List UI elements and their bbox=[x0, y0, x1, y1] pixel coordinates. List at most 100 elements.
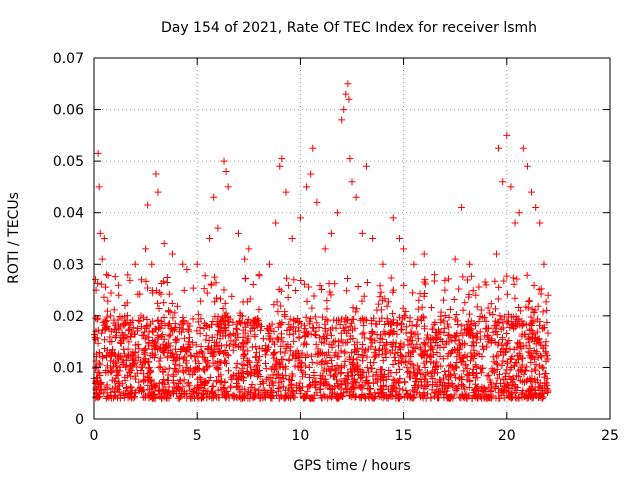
data-point bbox=[179, 366, 187, 374]
data-point bbox=[156, 392, 164, 400]
data-point bbox=[97, 280, 105, 288]
data-point bbox=[211, 391, 219, 399]
data-point bbox=[518, 363, 526, 371]
data-point bbox=[405, 373, 413, 381]
data-point bbox=[221, 391, 229, 399]
data-point bbox=[303, 297, 311, 305]
data-point bbox=[244, 370, 252, 378]
data-point bbox=[467, 352, 475, 360]
data-point bbox=[131, 389, 139, 397]
data-point bbox=[370, 349, 378, 357]
data-point bbox=[389, 339, 397, 347]
data-point bbox=[169, 314, 177, 322]
data-point bbox=[381, 330, 389, 338]
data-point bbox=[189, 338, 197, 346]
data-point bbox=[316, 385, 324, 393]
data-point bbox=[331, 280, 339, 288]
data-point bbox=[459, 273, 467, 281]
data-point bbox=[283, 274, 291, 282]
data-point bbox=[147, 382, 155, 390]
data-point bbox=[129, 324, 137, 332]
data-point bbox=[103, 346, 111, 354]
data-point bbox=[423, 368, 431, 376]
data-point bbox=[301, 339, 309, 347]
data-point bbox=[504, 360, 512, 368]
data-point bbox=[441, 276, 449, 284]
data-point bbox=[205, 362, 213, 370]
data-point bbox=[367, 335, 375, 343]
data-point bbox=[343, 338, 351, 346]
data-point bbox=[295, 327, 303, 335]
data-point bbox=[205, 323, 213, 331]
data-point bbox=[164, 354, 172, 362]
data-point bbox=[371, 389, 379, 397]
data-point bbox=[509, 313, 517, 321]
data-point bbox=[341, 349, 349, 357]
data-point bbox=[254, 372, 262, 380]
data-point bbox=[406, 394, 414, 402]
data-point bbox=[250, 317, 258, 325]
data-point bbox=[371, 353, 379, 361]
data-point bbox=[478, 342, 486, 350]
data-point bbox=[296, 214, 304, 222]
data-point bbox=[397, 393, 405, 401]
y-tick-label: 0.04 bbox=[53, 206, 84, 222]
data-point bbox=[213, 342, 221, 350]
data-point bbox=[213, 378, 221, 386]
data-point bbox=[213, 318, 221, 326]
data-point bbox=[236, 319, 244, 327]
data-point bbox=[303, 330, 311, 338]
data-point bbox=[359, 357, 367, 365]
data-point bbox=[440, 343, 448, 351]
data-point bbox=[216, 329, 224, 337]
data-point bbox=[389, 376, 397, 384]
data-point bbox=[397, 359, 405, 367]
data-point bbox=[536, 219, 544, 227]
data-point bbox=[367, 317, 375, 325]
data-point bbox=[256, 380, 264, 388]
data-point bbox=[410, 330, 418, 338]
data-point bbox=[410, 260, 418, 268]
data-point bbox=[220, 286, 228, 294]
data-point bbox=[342, 384, 350, 392]
data-point bbox=[517, 343, 525, 351]
data-point bbox=[102, 352, 110, 360]
data-point bbox=[510, 325, 518, 333]
data-point bbox=[349, 377, 357, 385]
data-point bbox=[468, 394, 476, 402]
data-point bbox=[334, 209, 342, 217]
data-point bbox=[319, 332, 327, 340]
data-point bbox=[544, 329, 552, 337]
data-point bbox=[345, 353, 353, 361]
data-point bbox=[216, 379, 224, 387]
data-point bbox=[272, 360, 280, 368]
data-point bbox=[94, 339, 102, 347]
data-point bbox=[358, 297, 366, 305]
data-point bbox=[496, 370, 504, 378]
data-point bbox=[321, 325, 329, 333]
data-point bbox=[262, 346, 270, 354]
data-point bbox=[463, 371, 471, 379]
data-point bbox=[219, 314, 227, 322]
data-point bbox=[510, 280, 518, 288]
data-point bbox=[277, 330, 285, 338]
data-point bbox=[320, 334, 328, 342]
data-point bbox=[503, 131, 511, 139]
data-point bbox=[93, 374, 101, 382]
data-point bbox=[445, 323, 453, 331]
data-point bbox=[142, 323, 150, 331]
data-point bbox=[344, 80, 352, 88]
data-point bbox=[361, 394, 369, 402]
data-point bbox=[436, 389, 444, 397]
data-point bbox=[369, 329, 377, 337]
data-point bbox=[385, 298, 393, 306]
data-point bbox=[243, 318, 251, 326]
data-point bbox=[247, 321, 255, 329]
data-point bbox=[373, 331, 381, 339]
data-point bbox=[323, 297, 331, 305]
data-point bbox=[308, 304, 316, 312]
data-point bbox=[309, 379, 317, 387]
data-point bbox=[253, 362, 261, 370]
data-point bbox=[389, 316, 397, 324]
data-point bbox=[157, 290, 165, 298]
